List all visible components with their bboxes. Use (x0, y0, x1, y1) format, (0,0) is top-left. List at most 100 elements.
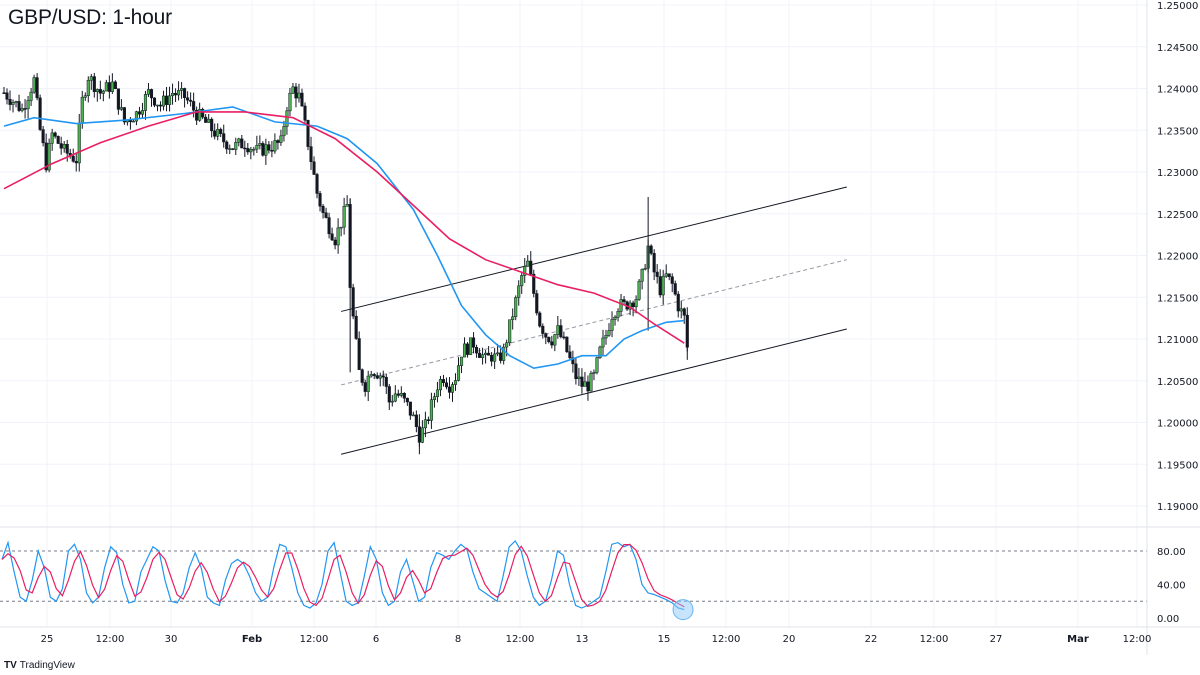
time-tick-label: 30 (165, 634, 178, 645)
candle-body (658, 276, 662, 296)
candle-body (189, 99, 193, 102)
candle-body (65, 144, 69, 154)
candle-body (571, 357, 575, 365)
oscillator-tick-label: 40.00 (1157, 581, 1186, 592)
candle-body (276, 140, 280, 143)
candle-body (655, 271, 659, 277)
candle-body (158, 104, 163, 107)
candle-body (149, 89, 154, 99)
candle-body (538, 312, 542, 327)
candle-body (598, 346, 602, 359)
price-tick-label: 1.21500 (1157, 293, 1198, 304)
candle-body (514, 297, 518, 317)
candle-body (164, 95, 169, 105)
candle-body (249, 149, 253, 153)
candle-body (529, 260, 533, 275)
candle-body (38, 97, 42, 130)
moving-average-1-line (3, 106, 685, 370)
candle-body (312, 161, 316, 175)
candle-body (20, 108, 24, 111)
candle-body (351, 287, 355, 317)
price-tick-label: 1.21000 (1157, 335, 1198, 346)
candle-body (661, 275, 665, 296)
time-tick-label: 12:00 (300, 634, 329, 645)
candle-body (243, 147, 247, 150)
candle-body (619, 299, 623, 312)
price-channel (340, 186, 847, 455)
candle-body (360, 369, 364, 383)
candle-body (369, 374, 373, 377)
candle-body (444, 382, 449, 388)
candle-body (267, 144, 271, 151)
candle-body (550, 341, 554, 346)
candle-body (601, 337, 605, 348)
candle-body (435, 389, 439, 397)
price-tick-label: 1.19500 (1157, 460, 1198, 471)
candle-body (273, 140, 277, 152)
candle-body (393, 393, 397, 402)
candle-body (664, 273, 668, 277)
candle-body (472, 337, 476, 348)
candle-body (134, 111, 138, 122)
candle-body (309, 146, 313, 163)
candle-body (35, 77, 39, 99)
candle-body (240, 138, 244, 149)
candle-body (74, 161, 78, 164)
candle-body (143, 94, 148, 111)
candle-body (204, 116, 208, 123)
moving-averages (3, 106, 685, 370)
candle-body (544, 333, 548, 338)
time-tick-label: 15 (658, 634, 671, 645)
candle-body (541, 325, 545, 334)
candle-body (475, 347, 479, 354)
candle-body (246, 148, 250, 153)
candle-body (228, 148, 232, 150)
candle-body (26, 100, 30, 110)
candle-body (17, 101, 21, 111)
time-tick-label: 6 (373, 634, 379, 645)
candle-body (676, 293, 680, 312)
candle-body (622, 299, 626, 302)
candle-body (201, 109, 205, 118)
grid (0, 0, 1147, 627)
candle-body (44, 142, 48, 171)
candle-body (11, 102, 15, 105)
candle-body (559, 325, 563, 338)
candle-body (553, 334, 557, 346)
candle-body (586, 381, 590, 392)
candle-body (210, 118, 214, 132)
candle-body (481, 354, 485, 358)
candle-body (336, 227, 340, 246)
candle-body (5, 92, 9, 100)
candle-body (318, 193, 322, 207)
candle-body (643, 267, 647, 270)
candle-body (526, 260, 530, 267)
candle-body (113, 81, 117, 90)
candle-body (207, 118, 211, 123)
candle-body (140, 110, 145, 115)
candle-body (104, 82, 108, 92)
candle-body (357, 338, 361, 370)
candle-body (372, 374, 376, 376)
candle-body (297, 92, 301, 99)
candle-body (595, 357, 599, 373)
candle-body (649, 245, 653, 254)
candle-body (2, 92, 6, 94)
candle-body (131, 120, 135, 123)
candle-body (583, 381, 587, 387)
candle-body (285, 110, 289, 127)
candle-body (32, 77, 36, 93)
candle-body (252, 148, 256, 151)
candle-body (86, 80, 90, 96)
time-tick-label: 12:00 (920, 634, 949, 645)
candle-body (441, 379, 446, 383)
candle-body (119, 107, 123, 110)
candle-body (92, 76, 96, 92)
time-tick-label: 12:00 (506, 634, 535, 645)
candle-body (324, 212, 328, 218)
candle-body (363, 382, 367, 392)
tradingview-brand[interactable]: TV TradingView (4, 660, 75, 671)
time-tick-label: 12:00 (712, 634, 741, 645)
channel-boundary-line (341, 186, 847, 312)
